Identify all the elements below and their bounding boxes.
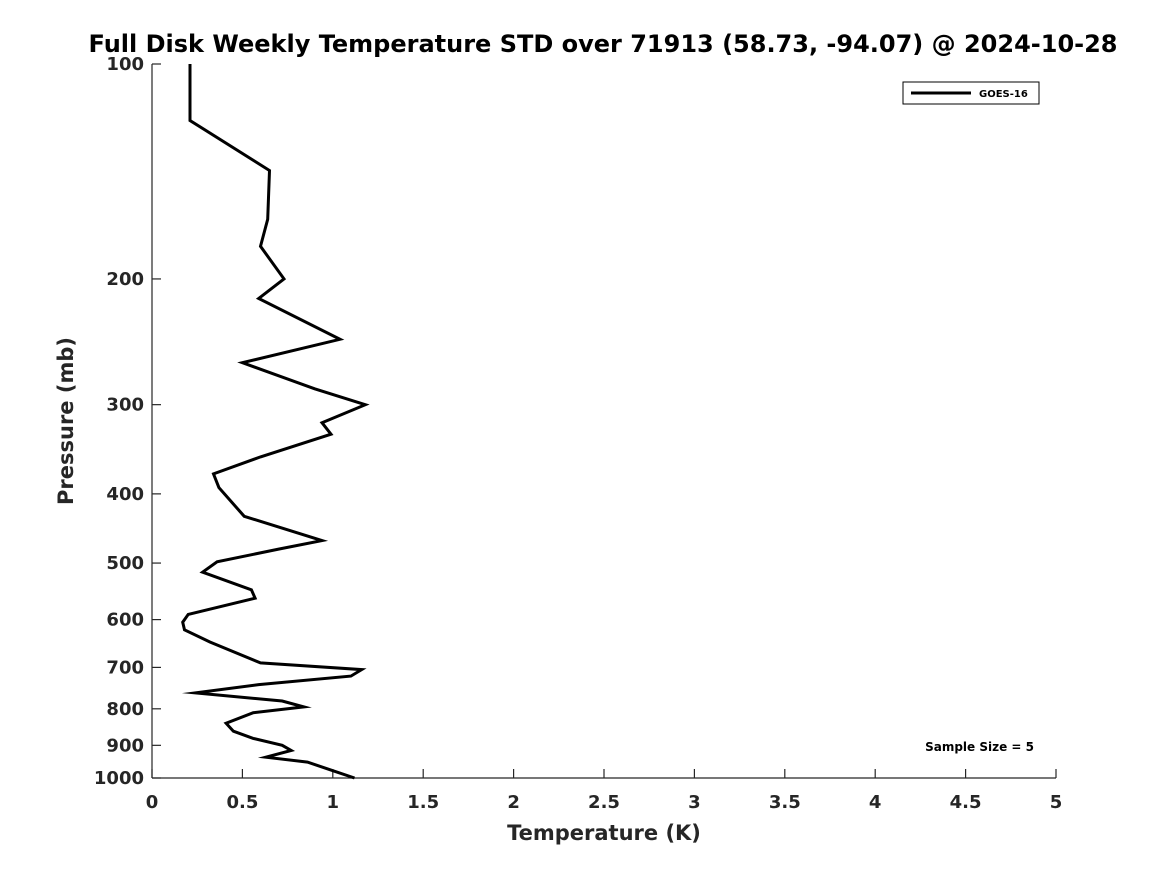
- y-tick-label: 500: [106, 553, 144, 574]
- y-tick-label: 200: [106, 269, 144, 290]
- y-tick-label: 700: [106, 657, 144, 678]
- x-tick-label: 3: [688, 792, 701, 813]
- x-tick-label: 0.5: [226, 792, 258, 813]
- series-line-goes-16: [181, 64, 370, 780]
- sample-size-annotation: Sample Size = 5: [925, 740, 1034, 754]
- x-tick-label: 1.5: [407, 792, 439, 813]
- series-layer: [181, 64, 370, 780]
- x-tick-label: 3.5: [769, 792, 801, 813]
- legend: GOES-16: [902, 81, 1040, 105]
- x-tick-label: 4.5: [950, 792, 982, 813]
- y-axis-label: Pressure (mb): [54, 337, 78, 505]
- y-tick-label: 600: [106, 610, 144, 631]
- y-tick-label: 300: [106, 395, 144, 416]
- y-tick-label: 1000: [94, 768, 144, 789]
- y-tick-label: 400: [106, 484, 144, 505]
- x-tick-label: 2.5: [588, 792, 620, 813]
- x-tick-label: 4: [869, 792, 882, 813]
- x-tick-label: 1: [327, 792, 340, 813]
- y-tick-label: 900: [106, 735, 144, 756]
- plot-area: 0 0.5 1 1.5 2 2.5 3 3.5 4 4.5 5 100 200 300 400 500 600…: [94, 54, 1062, 813]
- chart-title: Full Disk Weekly Temperature STD over 71…: [89, 30, 1118, 58]
- y-tick-label: 800: [106, 699, 144, 720]
- x-tick-label: 5: [1050, 792, 1063, 813]
- x-tick-label: 0: [146, 792, 159, 813]
- legend-label: GOES-16: [979, 89, 1028, 100]
- x-tick-label: 2: [507, 792, 520, 813]
- y-tick-label: 100: [106, 54, 144, 75]
- x-ticks: 0 0.5 1 1.5 2 2.5 3 3.5 4 4.5 5: [146, 769, 1063, 813]
- y-ticks: 100 200 300 400 500 600 700 800 900 1000: [94, 54, 161, 789]
- x-axis-label: Temperature (K): [507, 821, 701, 845]
